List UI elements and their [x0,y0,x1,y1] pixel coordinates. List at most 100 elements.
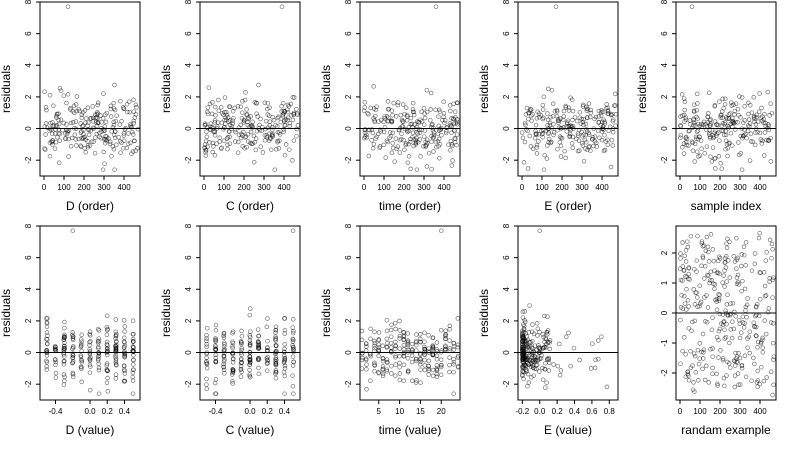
data-point [294,133,299,139]
data-point [568,123,574,129]
data-point [697,301,703,306]
data-point [770,295,775,300]
data-point [438,357,444,363]
data-point [255,327,261,332]
data-point [739,263,744,269]
data-point [122,378,127,384]
data-point [257,122,262,128]
data-point [247,312,253,318]
data-point [437,109,443,114]
data-point [428,107,433,112]
data-point [769,110,775,116]
data-point [212,118,218,123]
data-point [702,276,707,281]
data-point [414,348,419,353]
data-point [58,117,64,123]
data-point [692,353,698,359]
data-point [580,104,586,109]
data-point [264,324,270,330]
data-point [204,365,210,371]
data-point [376,353,381,359]
data-point [114,339,119,344]
data-point [384,357,390,362]
data-point [78,121,83,126]
y-tick-label: 4 [24,286,33,291]
data-point [88,355,93,360]
data-point [770,277,776,283]
data-point [451,101,456,107]
data-point [434,374,440,380]
data-point [691,116,696,122]
data-point [599,126,605,132]
data-point [686,265,691,270]
data-point [271,117,277,123]
data-point [397,371,403,376]
data-point [400,123,406,129]
data-point [571,126,576,131]
data-point [542,313,547,319]
data-point [377,145,382,151]
data-point [707,280,712,286]
data-point [536,139,541,144]
data-point [208,124,213,129]
data-point [105,375,110,381]
data-point [231,115,236,121]
data-point [121,345,127,350]
data-point [401,330,406,335]
data-point [281,129,287,135]
data-point [279,103,284,109]
data-point [692,141,698,147]
data-point [709,159,715,164]
data-point [372,348,377,353]
data-point [536,131,542,137]
data-point [555,363,561,369]
data-point [601,148,607,154]
data-point [699,240,705,246]
x-tick-label: 0.2 [262,407,274,416]
data-point [364,135,370,140]
data-point [700,366,705,372]
data-point [418,352,423,357]
x-tick-label: 0.6 [586,407,598,416]
y-tick-label: 4 [24,62,33,67]
data-point [79,348,84,354]
data-point [747,158,753,163]
data-point [448,147,453,153]
data-point [707,278,713,283]
data-point [283,142,289,147]
data-point [53,359,59,365]
data-point [430,352,435,357]
data-point [755,119,761,125]
data-point [372,118,377,123]
plot-frame [39,225,141,401]
y-axis-label: residuals [159,289,173,337]
data-point [213,104,218,110]
x-tick-label: 5 [377,407,382,416]
x-tick-label: 100 [693,407,707,416]
y-tick-label: 4 [502,286,511,291]
data-point [728,130,734,136]
y-tick-label: -2 [660,369,669,377]
data-point [248,129,254,135]
data-point [392,320,398,326]
data-point [526,380,532,385]
y-tick-label: 8 [184,223,193,228]
data-point [677,266,683,271]
data-point [121,131,127,136]
data-point [127,109,133,115]
data-point [708,269,714,275]
data-point [390,112,395,118]
data-point [61,382,67,387]
data-point [131,121,136,126]
data-point [422,330,427,335]
data-point [585,115,590,120]
data-point [451,391,456,396]
data-point [599,334,604,339]
data-point [682,107,687,113]
data-point [716,296,722,301]
data-point [110,125,116,130]
data-point [766,305,772,311]
data-point [63,136,68,142]
